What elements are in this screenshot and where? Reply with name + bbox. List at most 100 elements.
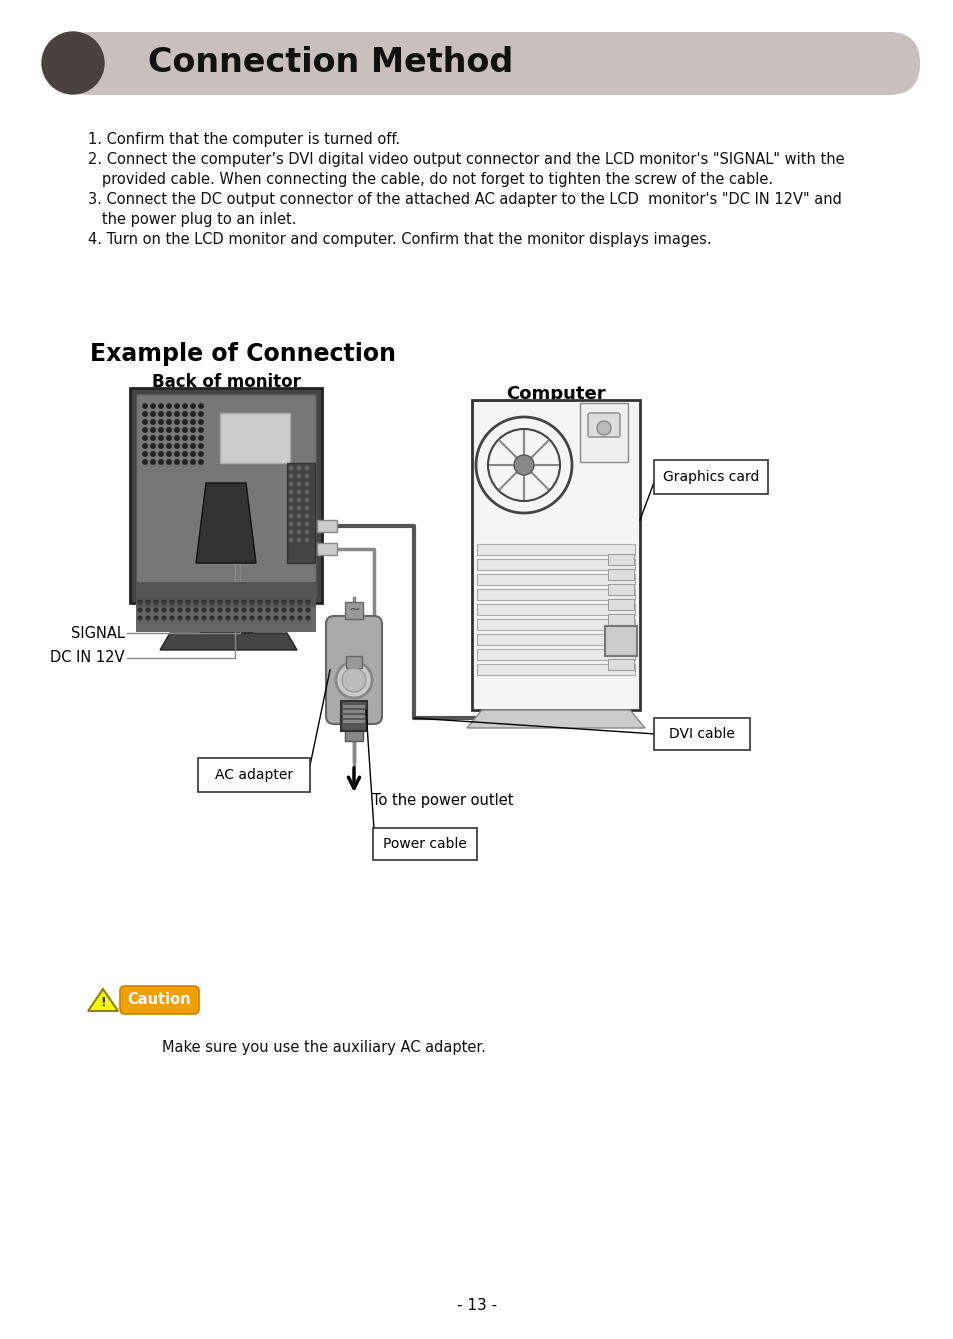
FancyBboxPatch shape bbox=[120, 986, 199, 1014]
Circle shape bbox=[266, 600, 270, 604]
FancyBboxPatch shape bbox=[607, 644, 634, 655]
Circle shape bbox=[178, 608, 182, 612]
Circle shape bbox=[289, 514, 293, 517]
Circle shape bbox=[174, 427, 179, 432]
Circle shape bbox=[151, 412, 155, 416]
Circle shape bbox=[250, 600, 253, 604]
FancyBboxPatch shape bbox=[476, 558, 635, 570]
Circle shape bbox=[143, 443, 147, 449]
FancyBboxPatch shape bbox=[607, 554, 634, 565]
Circle shape bbox=[289, 498, 293, 502]
FancyBboxPatch shape bbox=[200, 603, 252, 633]
FancyBboxPatch shape bbox=[587, 412, 619, 437]
Circle shape bbox=[290, 608, 294, 612]
Circle shape bbox=[233, 600, 237, 604]
Circle shape bbox=[143, 459, 147, 465]
Circle shape bbox=[186, 616, 190, 620]
Circle shape bbox=[202, 600, 206, 604]
Circle shape bbox=[158, 443, 163, 449]
FancyBboxPatch shape bbox=[345, 603, 363, 619]
Polygon shape bbox=[160, 633, 296, 649]
Circle shape bbox=[42, 32, 104, 94]
Circle shape bbox=[143, 404, 147, 408]
Circle shape bbox=[153, 600, 158, 604]
Circle shape bbox=[282, 600, 286, 604]
Circle shape bbox=[170, 616, 173, 620]
FancyBboxPatch shape bbox=[476, 633, 635, 645]
Circle shape bbox=[289, 490, 293, 494]
Circle shape bbox=[183, 459, 187, 465]
Circle shape bbox=[250, 608, 253, 612]
Circle shape bbox=[488, 428, 559, 501]
Circle shape bbox=[158, 412, 163, 416]
FancyBboxPatch shape bbox=[607, 615, 634, 625]
Circle shape bbox=[226, 616, 230, 620]
FancyBboxPatch shape bbox=[343, 706, 365, 708]
Circle shape bbox=[218, 608, 222, 612]
FancyBboxPatch shape bbox=[476, 574, 635, 585]
Text: - 13 -: - 13 - bbox=[456, 1297, 497, 1312]
FancyBboxPatch shape bbox=[220, 412, 290, 463]
Circle shape bbox=[297, 538, 300, 541]
Text: To the power outlet: To the power outlet bbox=[372, 793, 513, 807]
Circle shape bbox=[153, 608, 158, 612]
Circle shape bbox=[167, 435, 171, 441]
Circle shape bbox=[174, 404, 179, 408]
Circle shape bbox=[257, 608, 262, 612]
Circle shape bbox=[289, 522, 293, 525]
Circle shape bbox=[162, 600, 166, 604]
Circle shape bbox=[226, 608, 230, 612]
Circle shape bbox=[297, 600, 302, 604]
Circle shape bbox=[198, 459, 203, 465]
Circle shape bbox=[138, 600, 142, 604]
Circle shape bbox=[191, 420, 195, 424]
FancyBboxPatch shape bbox=[373, 828, 476, 860]
FancyBboxPatch shape bbox=[607, 659, 634, 670]
Circle shape bbox=[274, 616, 277, 620]
Circle shape bbox=[183, 451, 187, 457]
Text: Connection Method: Connection Method bbox=[148, 47, 513, 79]
Circle shape bbox=[186, 600, 190, 604]
Circle shape bbox=[174, 412, 179, 416]
Circle shape bbox=[162, 616, 166, 620]
Circle shape bbox=[153, 616, 158, 620]
Circle shape bbox=[305, 538, 308, 541]
FancyBboxPatch shape bbox=[130, 388, 322, 603]
FancyBboxPatch shape bbox=[472, 400, 639, 710]
Circle shape bbox=[198, 420, 203, 424]
FancyBboxPatch shape bbox=[607, 584, 634, 595]
Text: ~: ~ bbox=[348, 603, 359, 617]
Circle shape bbox=[274, 608, 277, 612]
Text: Back of monitor: Back of monitor bbox=[152, 374, 300, 391]
Circle shape bbox=[143, 420, 147, 424]
FancyBboxPatch shape bbox=[287, 463, 314, 562]
Circle shape bbox=[305, 522, 308, 525]
Text: Make sure you use the auxiliary AC adapter.: Make sure you use the auxiliary AC adapt… bbox=[162, 1040, 485, 1055]
Circle shape bbox=[290, 616, 294, 620]
Circle shape bbox=[167, 404, 171, 408]
Circle shape bbox=[151, 451, 155, 457]
Circle shape bbox=[297, 616, 302, 620]
Circle shape bbox=[198, 412, 203, 416]
FancyBboxPatch shape bbox=[476, 664, 635, 675]
Circle shape bbox=[289, 482, 293, 486]
Polygon shape bbox=[467, 710, 644, 728]
FancyBboxPatch shape bbox=[136, 582, 315, 607]
Circle shape bbox=[514, 455, 534, 475]
Circle shape bbox=[193, 608, 198, 612]
Text: Computer: Computer bbox=[506, 386, 605, 403]
FancyBboxPatch shape bbox=[476, 544, 635, 554]
FancyBboxPatch shape bbox=[654, 461, 767, 494]
Circle shape bbox=[183, 412, 187, 416]
Circle shape bbox=[257, 616, 262, 620]
Text: AC adapter: AC adapter bbox=[214, 769, 293, 782]
Text: 2. Connect the computer’s DVI digital video output connector and the LCD monitor: 2. Connect the computer’s DVI digital vi… bbox=[88, 153, 843, 167]
Circle shape bbox=[198, 451, 203, 457]
Circle shape bbox=[289, 466, 293, 470]
Circle shape bbox=[191, 427, 195, 432]
Circle shape bbox=[158, 427, 163, 432]
Circle shape bbox=[151, 427, 155, 432]
Circle shape bbox=[183, 404, 187, 408]
FancyBboxPatch shape bbox=[316, 544, 336, 554]
Circle shape bbox=[146, 600, 150, 604]
